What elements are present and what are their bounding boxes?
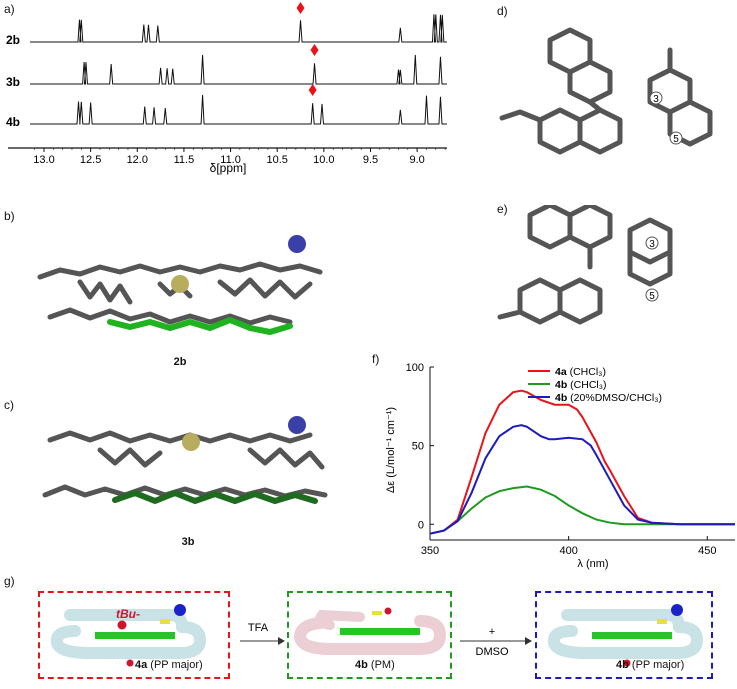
peak-marker-diamond (296, 2, 305, 14)
panel-label-f: f) (372, 352, 380, 366)
nmr-spectra: 2b 3b 4b 13.0 12.5 12.0 11.5 11.0 10.5 10.0 9.5 9.… (6, 2, 447, 175)
helix-figure-2 (293, 607, 447, 655)
cd-y-tick-label: 100 (406, 362, 424, 374)
cd-spectra-chart: 350 400 450 0 50 100 4a (CHCl₃)4b (CHCl₃)4b (… (385, 362, 735, 570)
nmr-trace (30, 14, 447, 43)
helix-figure-3 (547, 604, 704, 667)
scheme-caption-3-compound: 4b (616, 659, 629, 671)
peak-marker-diamond (308, 84, 317, 96)
scheme-caption-3: 4b (PP major) (616, 659, 684, 671)
panel-label-a: a) (4, 2, 15, 16)
atom-label-3: 3 (649, 239, 655, 250)
cd-legend-entry: 4b (CHCl₃) (555, 379, 607, 391)
scheme-box-3 (535, 591, 713, 679)
scheme-caption-2-detail: (PM) (367, 659, 395, 671)
scheme-caption-1-compound: 4a (135, 659, 148, 671)
scheme-box-2 (287, 591, 452, 679)
nmr-axis-label: δ[ppm] (210, 161, 247, 175)
scheme-box-1 (38, 591, 230, 679)
nmr-trace-label: 2b (6, 33, 20, 47)
scheme-caption-2: 4b (PM) (355, 659, 395, 671)
nmr-tick-label: 11.5 (174, 154, 195, 166)
dmso-plus: + (489, 626, 495, 638)
tbu-label: tBu- (116, 607, 140, 621)
atom-label-5: 5 (673, 134, 679, 145)
caption-3b: 3b (181, 536, 195, 548)
cd-series-line (429, 424, 735, 535)
scheme-caption-1-detail: (PP major) (147, 659, 203, 671)
nmr-trace-label: 3b (6, 75, 20, 89)
metal-sphere (288, 235, 306, 253)
cd-x-tick-label: 400 (559, 545, 577, 557)
nmr-tick-label: 12.5 (80, 154, 101, 166)
nmr-trace (30, 54, 447, 85)
scheme-caption-3-detail: (PP major) (628, 659, 685, 671)
metal-sphere (182, 433, 200, 451)
scheme-graphics: tBu- TFA + DMSO (50, 604, 704, 667)
cd-y-tick-label: 50 (412, 441, 424, 453)
nmr-trace (30, 94, 447, 125)
scheme-caption-1: 4a (PP major) (135, 659, 203, 671)
panel-label-b: b) (4, 209, 15, 223)
cd-legend-entry: 4b (20%DMSO/CHCl₃) (555, 392, 662, 404)
cd-xlabel: λ (nm) (577, 558, 608, 570)
cd-x-tick-label: 350 (421, 545, 439, 557)
helix-figure-1 (50, 604, 207, 667)
nmr-tick-label: 11.0 (220, 154, 241, 166)
atom-label-3: 3 (653, 94, 659, 105)
nmr-tick-label: 9.5 (363, 154, 378, 166)
cd-series-line (429, 389, 735, 535)
metal-sphere (288, 416, 306, 434)
nmr-tick-label: 9.0 (409, 154, 424, 166)
metal-sphere (171, 275, 189, 293)
tfa-label: TFA (248, 622, 269, 634)
cd-y-tick-label: 0 (418, 519, 424, 531)
nmr-tick-label: 10.0 (313, 154, 334, 166)
panel-label-c: c) (4, 398, 14, 412)
dmso-label: DMSO (476, 646, 509, 658)
molecular-structure-d: 3 5 (499, 27, 713, 155)
panel-label-e: e) (497, 202, 508, 216)
cd-legend-entry: 4a (CHCl₃) (555, 366, 606, 378)
nmr-trace-label: 4b (6, 115, 20, 129)
molecular-structure-e: 3 5 (497, 205, 673, 325)
crystal-structure-3b (42, 416, 328, 504)
scheme-caption-2-compound: 4b (355, 659, 368, 671)
atom-label-5: 5 (649, 291, 655, 302)
caption-2b: 2b (173, 356, 187, 368)
cd-x-tick-label: 450 (698, 545, 716, 557)
cd-series-line (429, 485, 735, 535)
panel-label-d: d) (497, 4, 508, 18)
panel-label-g: g) (4, 574, 15, 588)
nmr-tick-label: 10.5 (267, 154, 288, 166)
nmr-tick-label: 13.0 (33, 154, 54, 166)
crystal-structure-2b (37, 235, 323, 335)
cd-ylabel: Δε (L/mol⁻¹ cm⁻¹) (385, 407, 397, 493)
nmr-tick-label: 12.0 (127, 154, 148, 166)
peak-marker-diamond (310, 44, 319, 56)
